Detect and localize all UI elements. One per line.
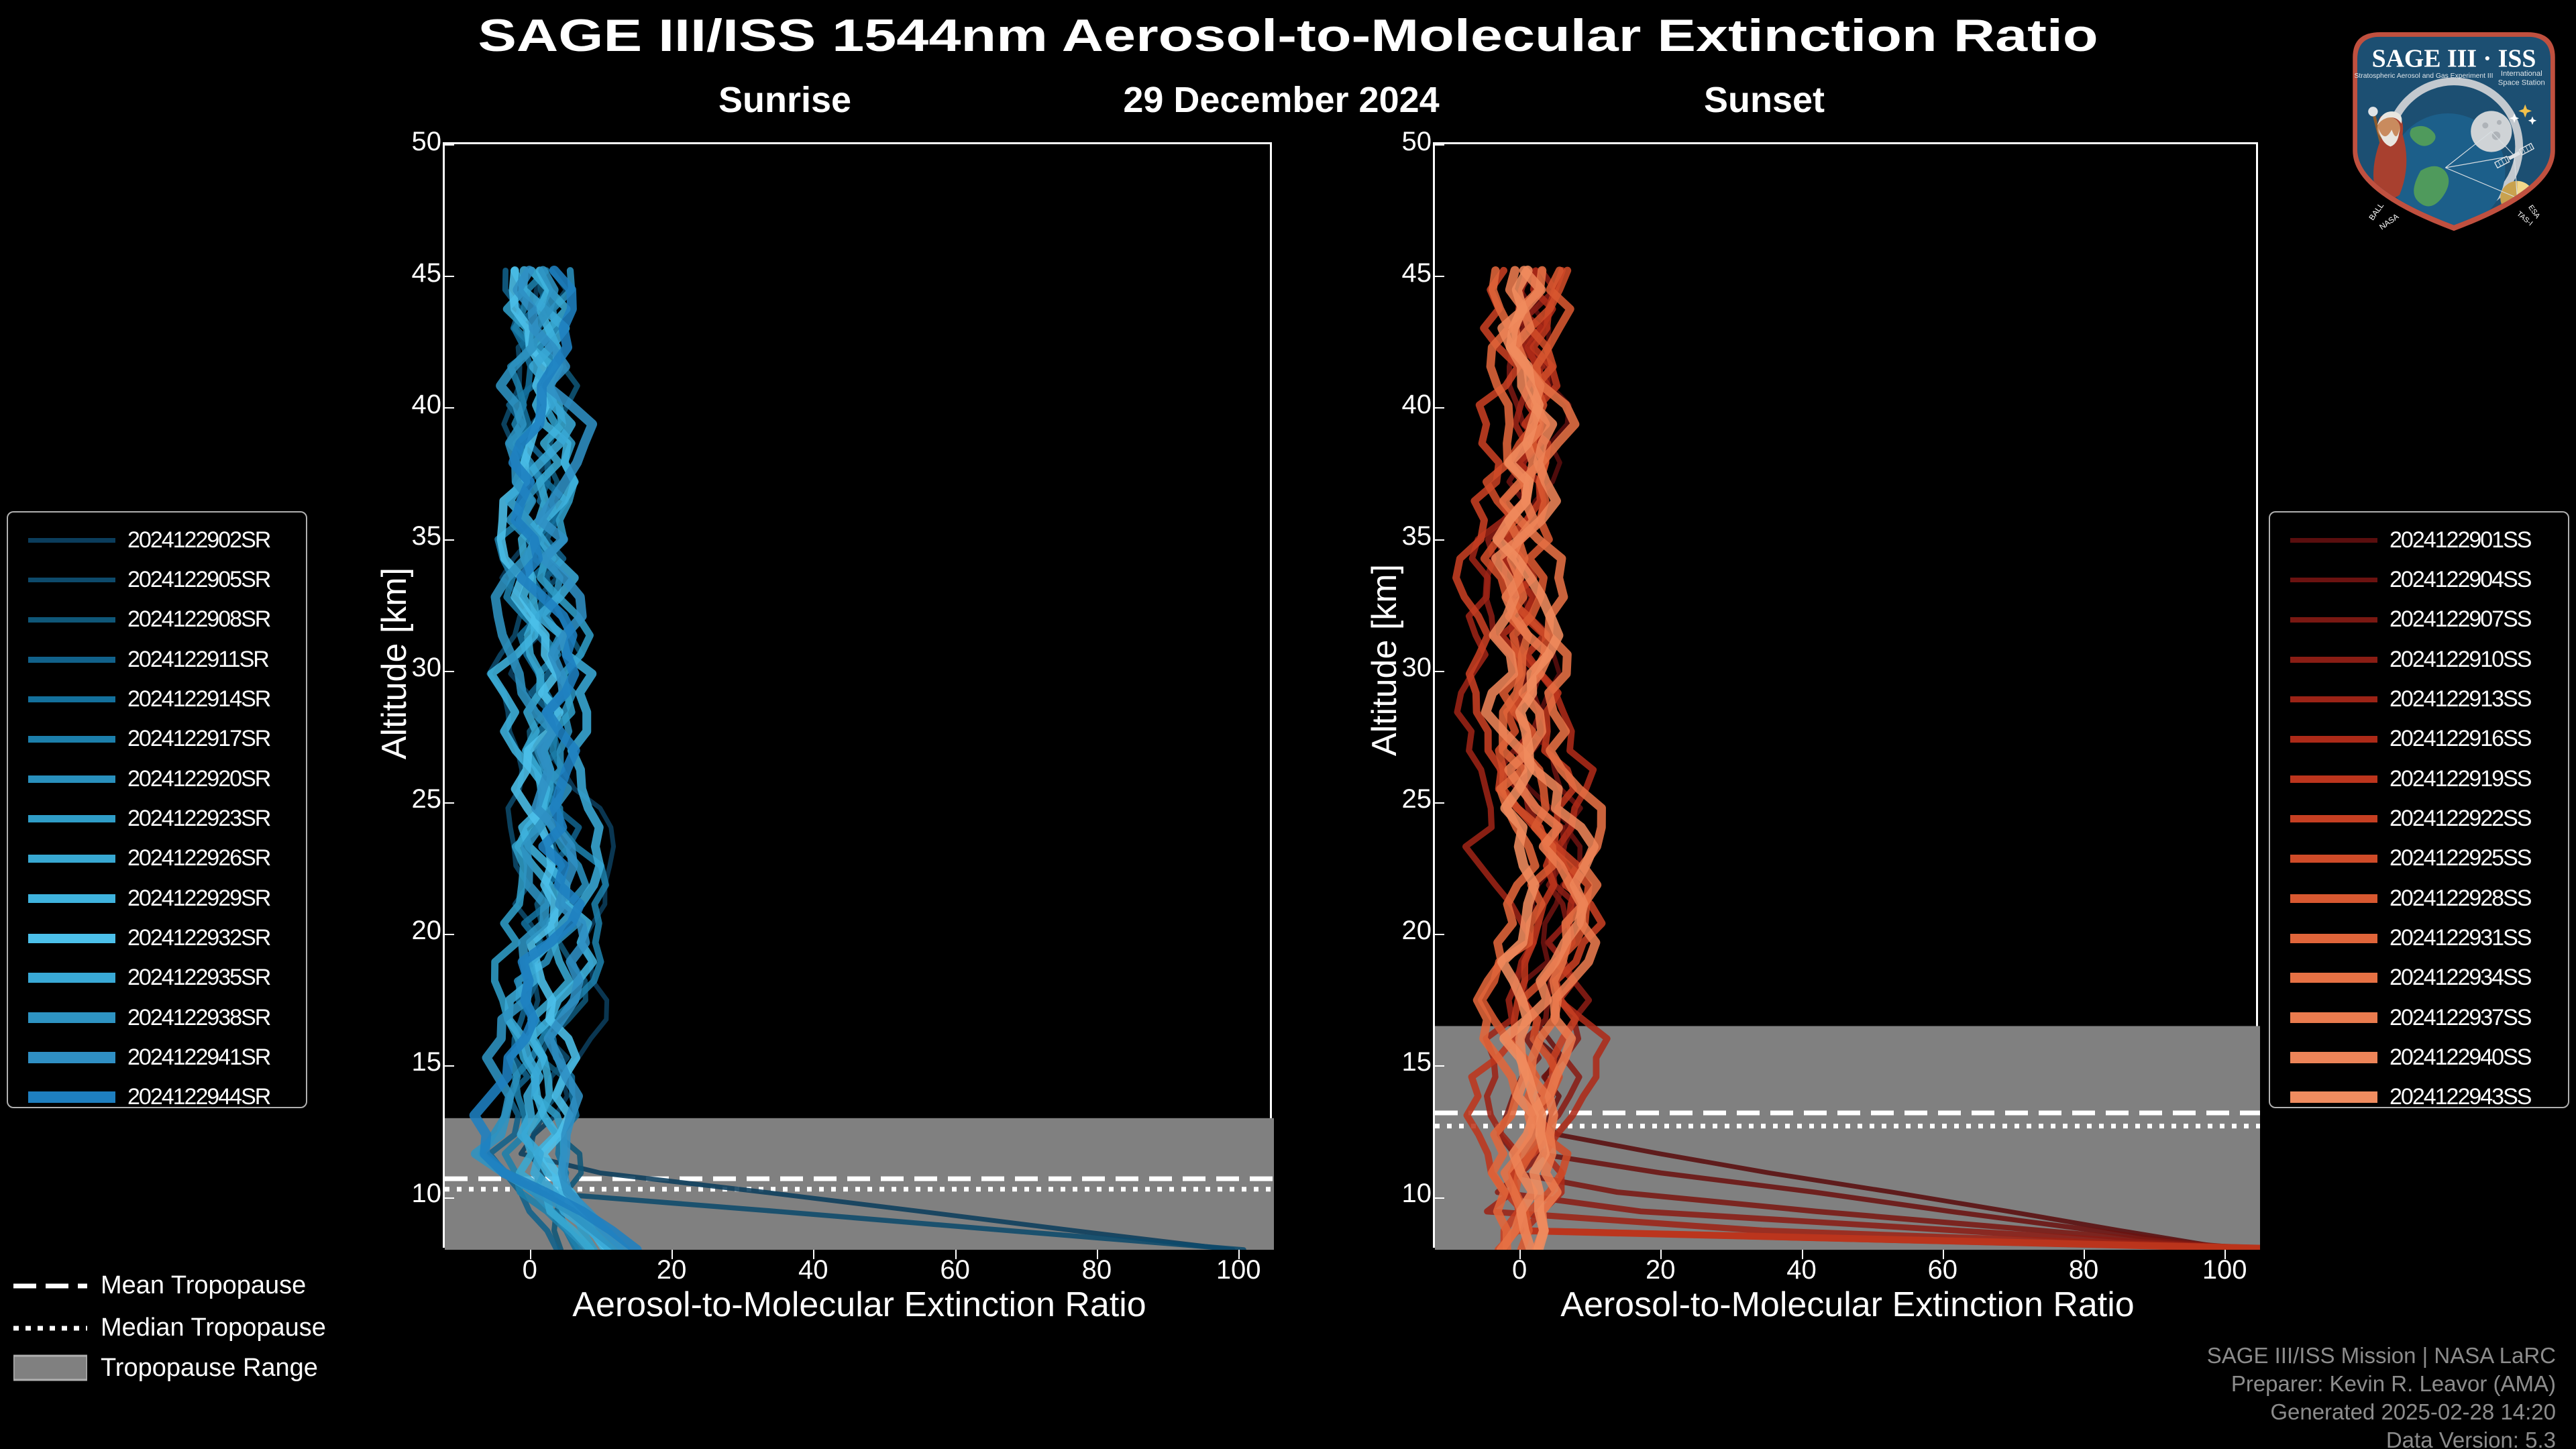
svg-text:International: International — [2501, 70, 2542, 78]
svg-text:SAGE III · ISS: SAGE III · ISS — [2372, 45, 2536, 73]
svg-text:BALL: BALL — [2367, 201, 2385, 222]
svg-text:Space Station: Space Station — [2498, 79, 2545, 87]
svg-text:NASA: NASA — [2378, 212, 2401, 231]
svg-text:Stratospheric Aerosol and Gas: Stratospheric Aerosol and Gas Experiment… — [2355, 72, 2493, 80]
